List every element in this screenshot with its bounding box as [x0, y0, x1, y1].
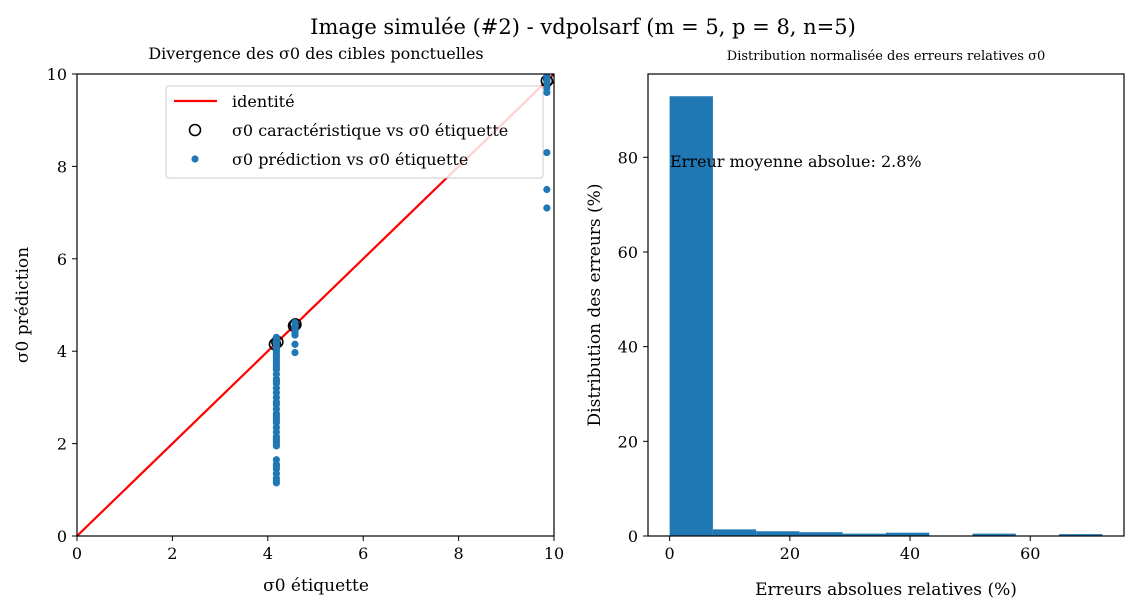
histogram-bar — [886, 532, 930, 536]
x-tick-label: 40 — [900, 544, 920, 563]
figure-suptitle: Image simulée (#2) - vdpolsarf (m = 5, p… — [310, 15, 856, 39]
left-xlabel: σ0 étiquette — [263, 576, 369, 596]
legend-label-identity: identité — [232, 92, 295, 111]
y-tick-label: 60 — [618, 243, 638, 262]
y-tick-label: 0 — [57, 527, 67, 546]
x-tick-label: 60 — [1020, 544, 1040, 563]
x-tick-label: 0 — [72, 544, 82, 563]
y-tick-label: 4 — [57, 342, 67, 361]
prediction-point — [543, 148, 551, 157]
legend-dot-swatch — [191, 155, 199, 163]
legend-label-characteristic: σ0 caractéristique vs σ0 étiquette — [232, 121, 508, 140]
x-tick-label: 4 — [263, 544, 273, 563]
prediction-point — [272, 377, 280, 385]
right-y-ticks: 0 20 40 60 80 — [618, 148, 648, 546]
histogram-bar — [799, 532, 843, 536]
right-plot-area — [669, 96, 1103, 536]
histogram-bar — [1059, 534, 1103, 536]
x-tick-label: 8 — [454, 544, 464, 563]
y-tick-label: 80 — [618, 148, 638, 167]
right-subplot: Distribution normalisée des erreurs rela… — [585, 49, 1125, 600]
histogram-bar — [712, 529, 757, 536]
y-tick-label: 10 — [47, 65, 67, 84]
left-subplot: Divergence des σ0 des cibles ponctuelles… — [13, 44, 564, 596]
left-y-ticks: 0 2 4 6 8 10 — [47, 65, 77, 546]
prediction-point — [272, 463, 280, 471]
right-title: Distribution normalisée des erreurs rela… — [727, 49, 1045, 64]
right-ylabel: Distribution des erreurs (%) — [585, 184, 605, 427]
right-xlabel: Erreurs absolues relatives (%) — [755, 580, 1017, 600]
prediction-point — [272, 412, 280, 420]
y-tick-label: 0 — [628, 527, 638, 546]
legend-label-prediction: σ0 prédiction vs σ0 étiquette — [232, 150, 468, 169]
legend-frame — [165, 85, 544, 179]
y-tick-label: 8 — [57, 157, 67, 176]
prediction-point — [291, 340, 299, 348]
x-tick-label: 20 — [780, 544, 800, 563]
y-tick-label: 20 — [618, 432, 638, 451]
right-axes-frame — [647, 73, 1125, 537]
prediction-point — [291, 348, 299, 357]
histogram-bar — [756, 531, 800, 536]
left-legend: identité σ0 caractéristique vs σ0 étique… — [165, 85, 544, 179]
prediction-point — [543, 185, 551, 194]
y-tick-label: 2 — [57, 435, 67, 454]
legend-open-circle-swatch — [188, 123, 202, 137]
prediction-point — [291, 331, 299, 339]
right-x-ticks: 0 20 40 60 — [665, 536, 1040, 563]
x-tick-label: 2 — [167, 544, 177, 563]
left-axes-frame — [76, 73, 555, 537]
y-tick-label: 6 — [57, 250, 67, 269]
prediction-point — [543, 88, 551, 97]
x-tick-label: 6 — [358, 544, 368, 563]
histogram-bar — [972, 533, 1016, 536]
prediction-point — [272, 479, 280, 487]
x-tick-label: 0 — [665, 544, 675, 563]
prediction-point — [272, 435, 280, 443]
x-tick-label: 10 — [544, 544, 564, 563]
y-tick-label: 40 — [618, 338, 638, 357]
prediction-point — [543, 204, 551, 212]
histogram-bar — [842, 533, 886, 536]
left-title: Divergence des σ0 des cibles ponctuelles — [148, 44, 483, 63]
prediction-point — [272, 442, 280, 450]
histogram-bar — [669, 96, 713, 536]
right-annotation: Erreur moyenne absolue: 2.8% — [670, 152, 922, 171]
left-ylabel: σ0 prédiction — [13, 247, 33, 363]
left-x-ticks: 0 2 4 6 8 10 — [72, 536, 564, 563]
